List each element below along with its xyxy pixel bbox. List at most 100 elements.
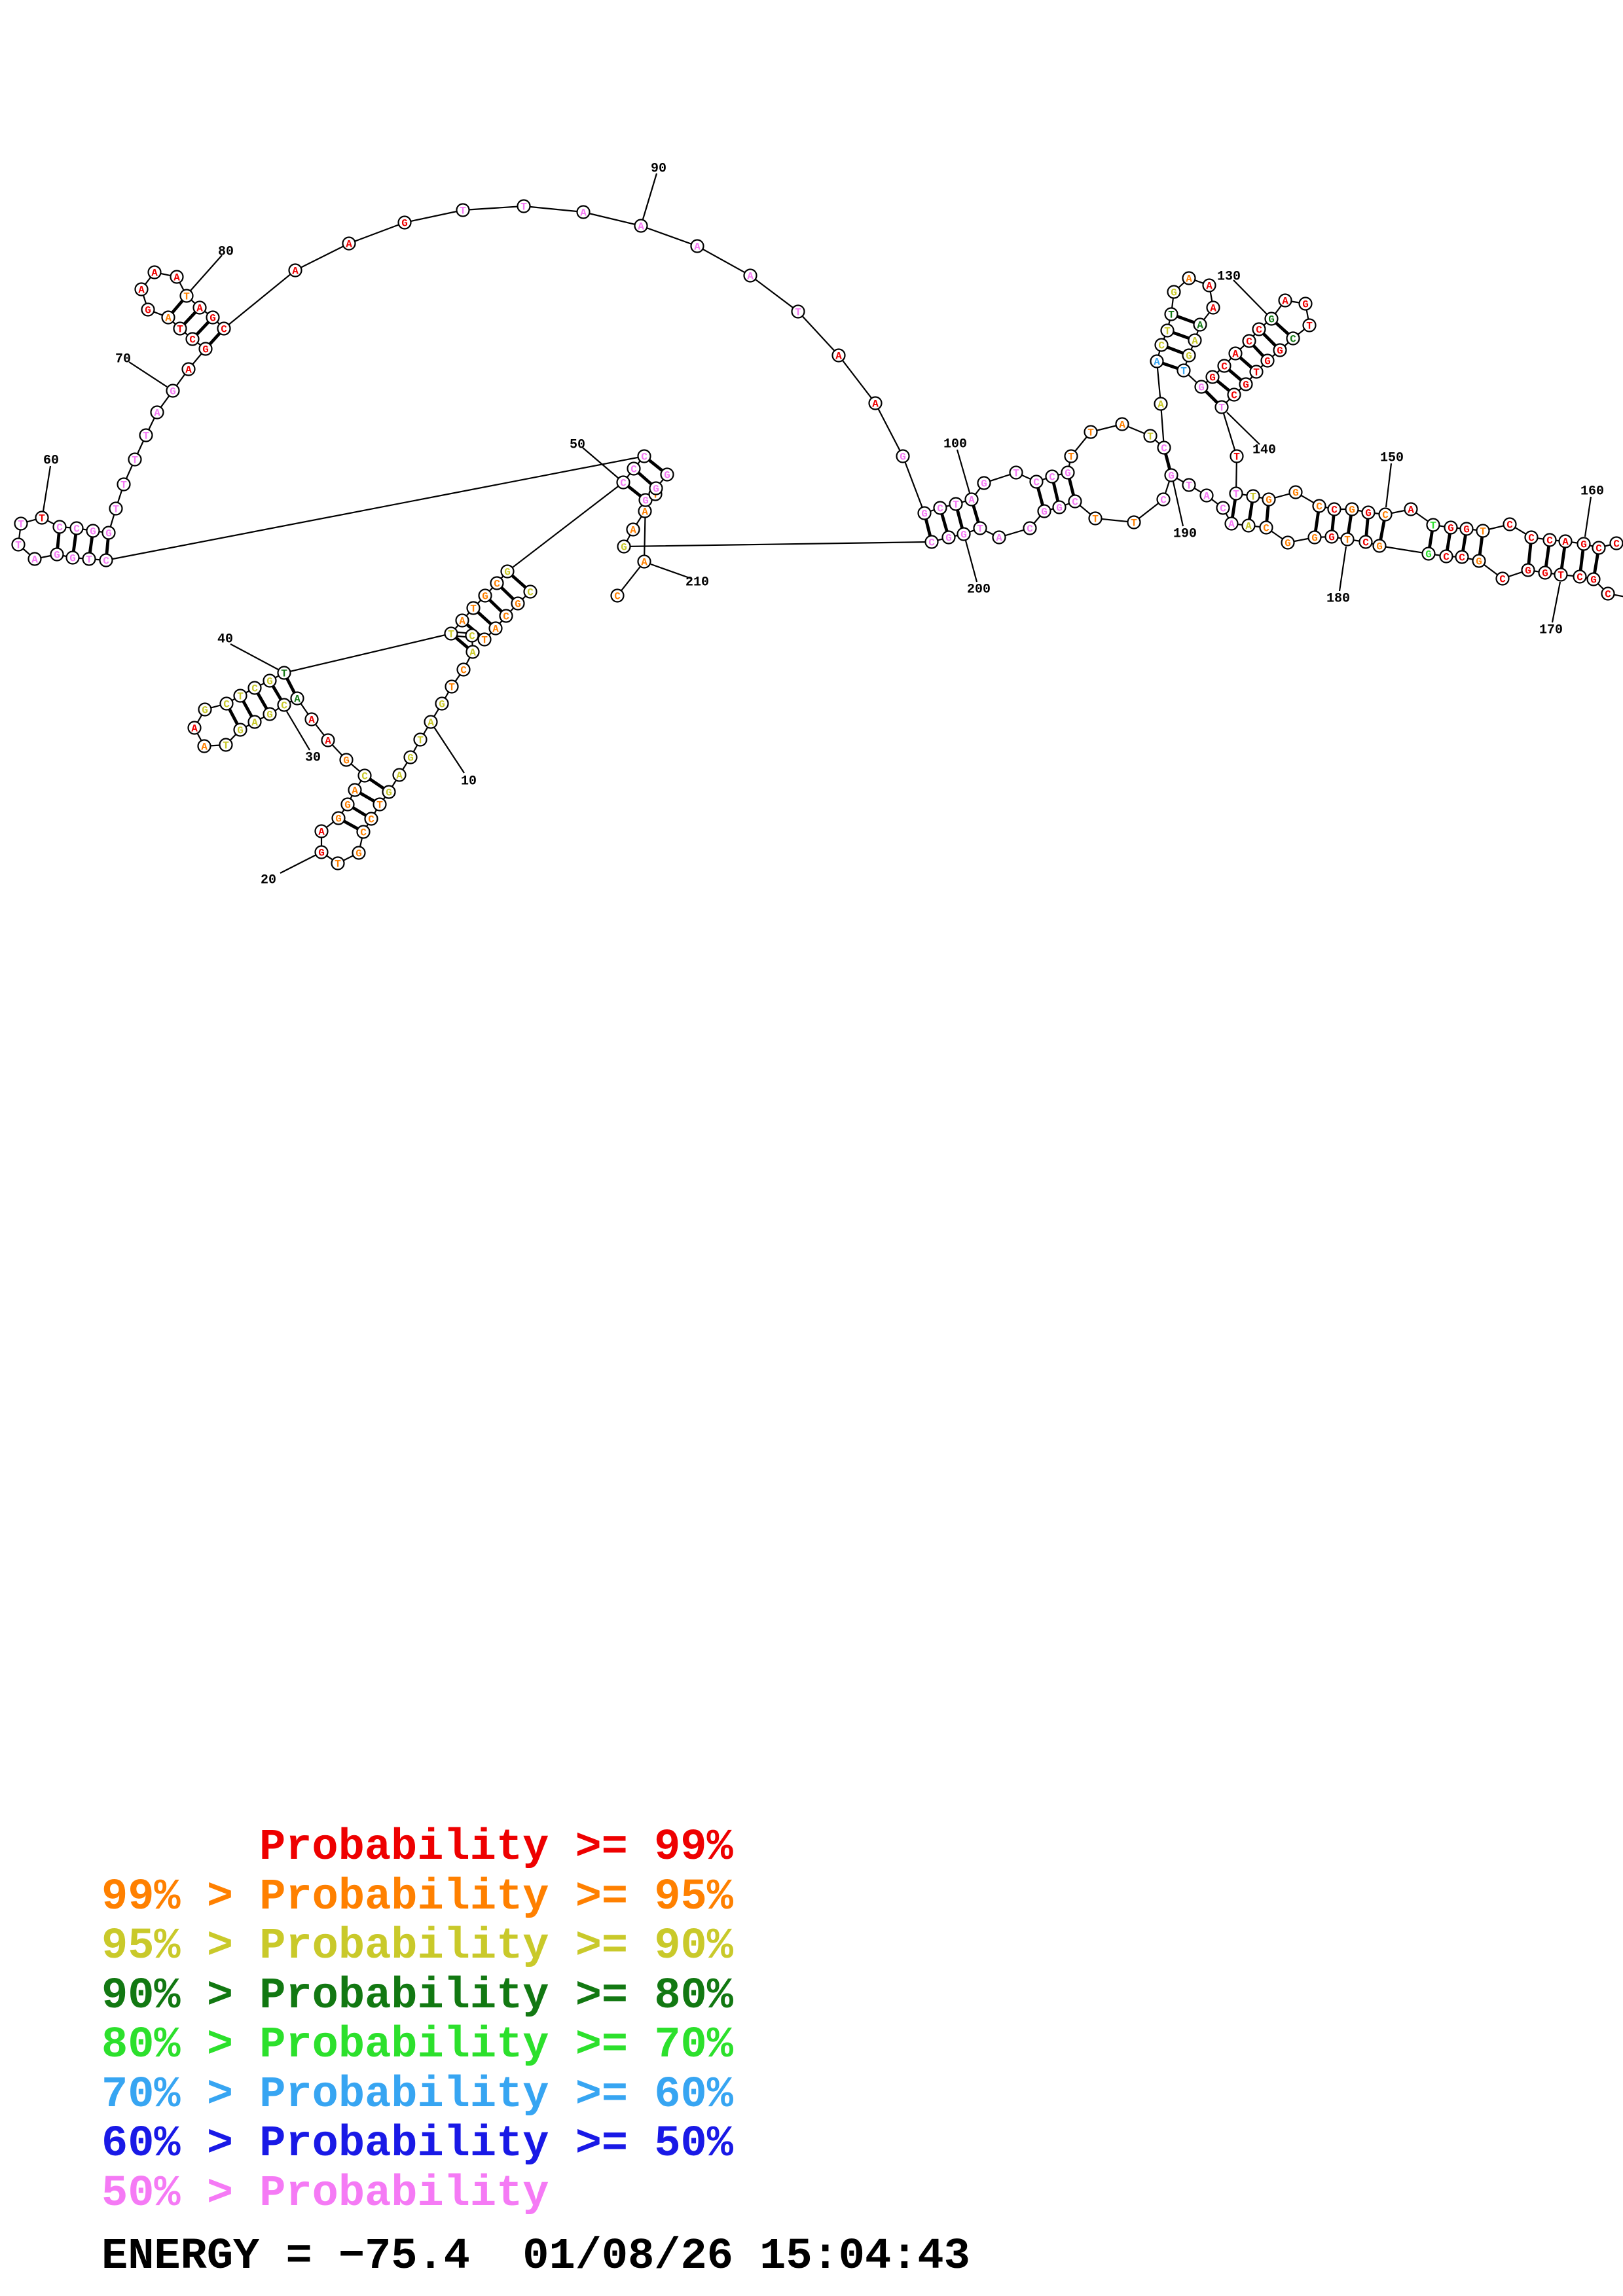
svg-text:T: T xyxy=(460,206,466,217)
svg-text:A: A xyxy=(1186,274,1192,285)
svg-text:G: G xyxy=(1065,468,1071,480)
svg-text:T: T xyxy=(1186,480,1192,492)
svg-text:C: C xyxy=(1443,552,1450,564)
svg-text:G: G xyxy=(1209,372,1216,384)
svg-text:T: T xyxy=(1013,468,1019,480)
svg-text:A: A xyxy=(352,785,358,797)
svg-text:T: T xyxy=(1131,518,1137,529)
svg-text:A: A xyxy=(1408,505,1414,516)
svg-text:60% > Probability >= 50%: 60% > Probability >= 50% xyxy=(101,2119,734,2169)
svg-text:T: T xyxy=(18,519,24,531)
svg-text:T: T xyxy=(977,524,983,535)
svg-text:T: T xyxy=(132,455,138,467)
svg-text:G: G xyxy=(335,814,342,825)
svg-text:C: C xyxy=(1049,472,1055,484)
svg-text:20: 20 xyxy=(261,873,276,888)
svg-text:G: G xyxy=(1266,495,1272,507)
svg-text:G: G xyxy=(54,550,60,562)
svg-text:A: A xyxy=(251,717,258,729)
svg-text:80: 80 xyxy=(218,245,234,260)
svg-text:G: G xyxy=(1186,351,1192,363)
svg-text:A: A xyxy=(968,495,975,507)
svg-text:G: G xyxy=(1425,549,1432,561)
svg-text:A: A xyxy=(641,557,647,569)
svg-text:T: T xyxy=(481,635,488,647)
svg-text:T: T xyxy=(113,504,119,516)
svg-text:C: C xyxy=(1246,336,1252,348)
svg-text:C: C xyxy=(1158,340,1165,352)
svg-text:C: C xyxy=(223,699,230,711)
svg-text:T: T xyxy=(1344,535,1351,547)
svg-text:A: A xyxy=(459,616,465,628)
svg-text:C: C xyxy=(1499,574,1506,586)
svg-text:T: T xyxy=(1253,367,1260,379)
svg-text:G: G xyxy=(266,676,273,688)
svg-text:G: G xyxy=(504,567,511,579)
svg-text:C: C xyxy=(614,591,621,603)
svg-text:G: G xyxy=(439,699,445,711)
svg-text:A: A xyxy=(165,313,172,325)
svg-text:T: T xyxy=(335,859,341,870)
svg-text:G: G xyxy=(343,755,350,767)
svg-text:A: A xyxy=(1203,491,1210,503)
svg-text:C: C xyxy=(469,631,475,643)
svg-text:C: C xyxy=(251,683,258,695)
svg-text:150: 150 xyxy=(1380,451,1404,466)
svg-text:G: G xyxy=(981,478,987,490)
svg-text:G: G xyxy=(1168,471,1175,482)
svg-text:A: A xyxy=(396,770,403,782)
svg-text:80% > Probability >= 70%: 80% > Probability >= 70% xyxy=(101,2020,734,2070)
svg-text:A: A xyxy=(642,507,648,518)
svg-text:T: T xyxy=(1430,520,1436,532)
svg-text:A: A xyxy=(308,715,315,726)
svg-text:G: G xyxy=(1292,488,1299,499)
svg-text:A: A xyxy=(1245,521,1252,533)
svg-text:50: 50 xyxy=(570,438,585,453)
svg-text:C: C xyxy=(494,579,500,590)
svg-text:70: 70 xyxy=(115,352,131,367)
svg-text:G: G xyxy=(1268,314,1275,326)
svg-text:A: A xyxy=(835,351,842,363)
svg-text:A: A xyxy=(173,272,180,284)
svg-text:G: G xyxy=(318,848,325,859)
svg-text:200: 200 xyxy=(967,583,991,598)
svg-text:A: A xyxy=(694,242,701,253)
svg-text:G: G xyxy=(69,553,76,565)
svg-text:G: G xyxy=(653,484,659,495)
svg-text:A: A xyxy=(1232,349,1239,361)
svg-text:A: A xyxy=(346,239,352,251)
svg-text:T: T xyxy=(177,324,183,336)
svg-text:A: A xyxy=(1228,519,1235,531)
svg-text:A: A xyxy=(318,827,325,838)
svg-text:G: G xyxy=(1056,503,1063,514)
svg-text:G: G xyxy=(1285,538,1291,550)
svg-text:G: G xyxy=(1328,532,1335,544)
svg-text:G: G xyxy=(621,542,627,554)
svg-text:T: T xyxy=(448,682,455,694)
svg-text:G: G xyxy=(1590,575,1597,586)
svg-text:C: C xyxy=(1382,510,1389,522)
svg-text:T: T xyxy=(1092,514,1099,526)
svg-text:A: A xyxy=(185,365,192,376)
svg-text:T: T xyxy=(1480,526,1486,538)
svg-text:A: A xyxy=(1210,303,1216,315)
svg-text:C: C xyxy=(937,503,943,515)
svg-text:C: C xyxy=(1231,390,1237,402)
svg-text:A: A xyxy=(747,271,754,283)
svg-text:C: C xyxy=(641,452,647,463)
svg-text:G: G xyxy=(642,495,649,507)
svg-text:G: G xyxy=(344,800,351,812)
svg-text:G: G xyxy=(1463,524,1470,536)
svg-text:T: T xyxy=(1068,452,1074,463)
svg-text:C: C xyxy=(1577,572,1583,584)
svg-text:A: A xyxy=(492,624,499,636)
svg-text:A: A xyxy=(325,736,331,747)
svg-text:G: G xyxy=(401,218,408,230)
svg-text:C: C xyxy=(1027,524,1033,535)
svg-text:C: C xyxy=(1506,520,1513,531)
svg-text:60: 60 xyxy=(43,454,59,469)
svg-text:T: T xyxy=(120,480,127,492)
svg-text:G: G xyxy=(1349,505,1355,516)
svg-text:40: 40 xyxy=(217,632,233,647)
svg-text:A: A xyxy=(292,266,299,278)
